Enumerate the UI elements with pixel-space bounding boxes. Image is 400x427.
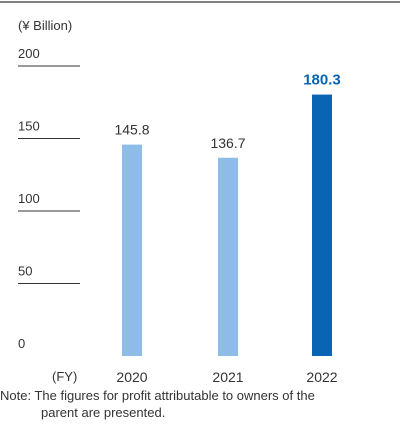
y-gridlines [18, 65, 80, 284]
footnote: Note: The figures for profit attributabl… [0, 387, 398, 421]
y-tick-label-150: 150 [18, 119, 40, 134]
x-tick-label-2020: 2020 [116, 369, 147, 385]
value-label-2020: 145.8 [114, 122, 149, 138]
value-label-2021: 136.7 [210, 135, 245, 151]
bars [122, 94, 332, 356]
y-tick-label-0: 0 [18, 336, 25, 351]
x-unit-label: (FY) [52, 369, 77, 384]
x-tick-label-2022: 2022 [306, 369, 337, 385]
y-unit-label: (¥ Billion) [18, 18, 72, 33]
x-tick-label-2021: 2021 [212, 369, 243, 385]
bar-2021 [218, 157, 238, 356]
bar-2022 [312, 94, 332, 356]
bar-2020 [122, 144, 142, 356]
y-tick-label-200: 200 [18, 46, 40, 61]
value-labels: 145.8 136.7 180.3 [114, 72, 340, 151]
footnote-line-2: parent are presented. [41, 405, 166, 420]
y-tick-label-100: 100 [18, 191, 40, 206]
footnote-line-1: Note: The figures for profit attributabl… [0, 388, 315, 403]
y-tick-label-50: 50 [18, 264, 32, 279]
x-tick-labels: 2020 2021 2022 [116, 369, 337, 385]
y-tick-labels: 0 50 100 150 200 [18, 46, 40, 351]
value-label-2022: 180.3 [303, 72, 341, 89]
